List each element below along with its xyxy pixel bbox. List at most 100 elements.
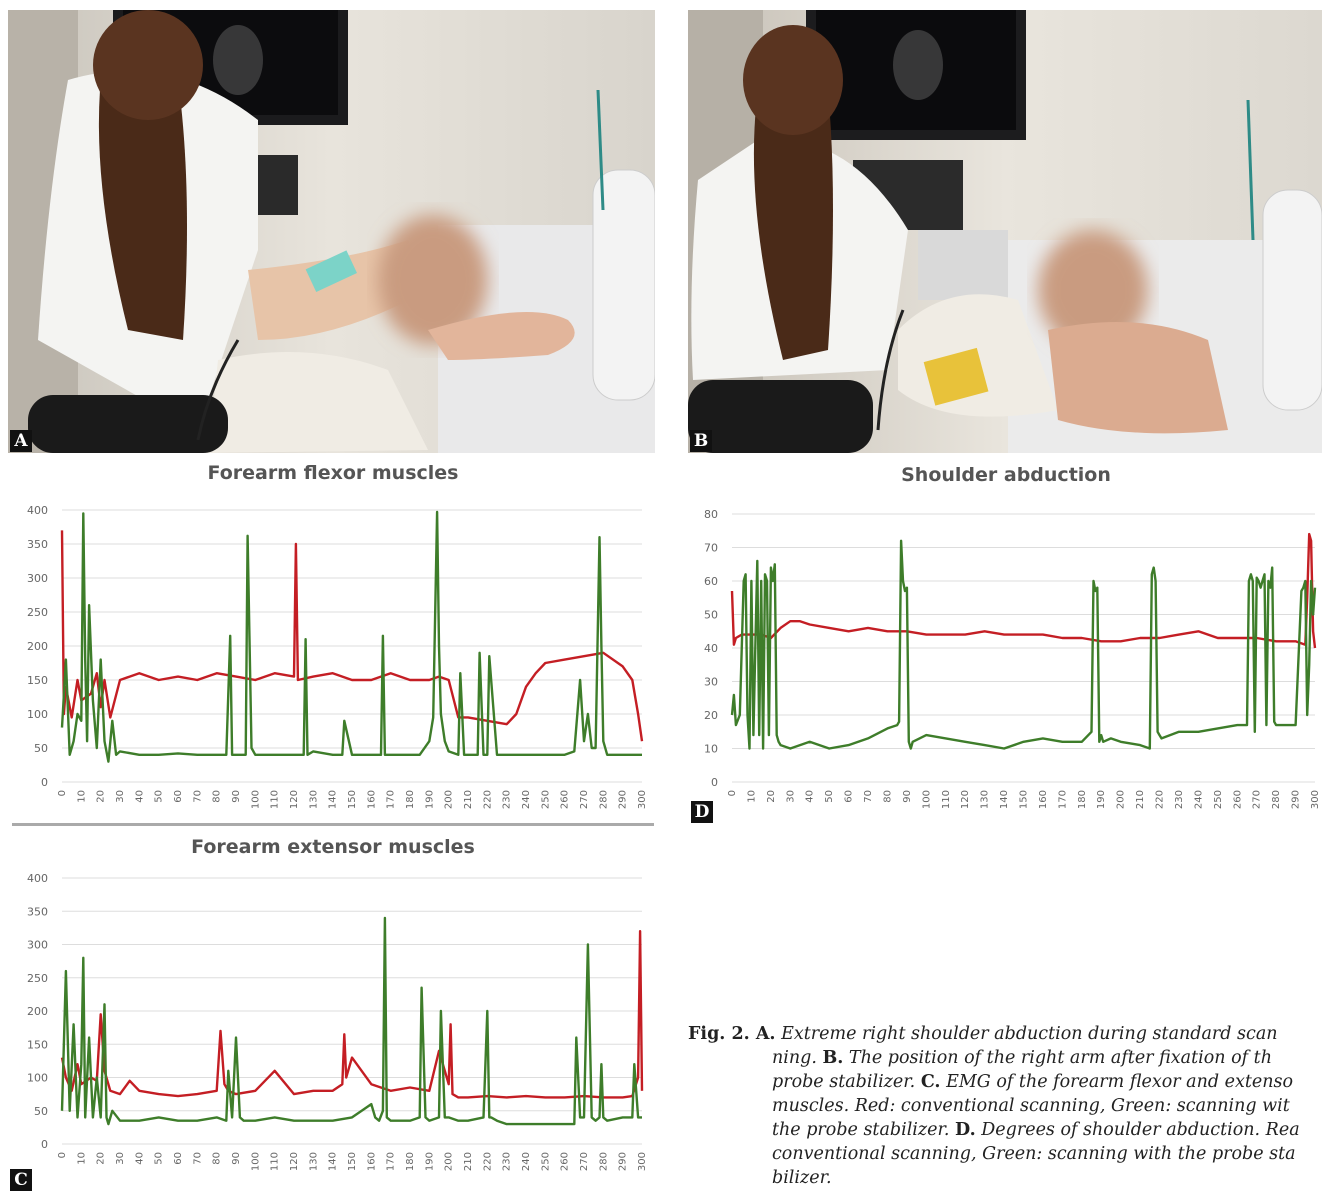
divider xyxy=(12,823,654,826)
x-tick-label: 30 xyxy=(115,1152,126,1165)
x-tick-label: 200 xyxy=(1116,790,1127,809)
chart-plot-flexor: 0 50 100 150 200 250 300 350 400 0 10 20 30 40 50 60 70 8… xyxy=(27,504,648,809)
x-tick-label: 260 xyxy=(1232,790,1243,809)
x-tick-label: 120 xyxy=(289,790,300,809)
x-tick-label: 210 xyxy=(1135,790,1146,809)
caption-text: ning. xyxy=(772,1048,823,1068)
y-tick-label: 80 xyxy=(704,508,718,521)
x-tick-label: 60 xyxy=(173,1152,184,1165)
caption-bold: C. xyxy=(920,1072,941,1092)
chart-forearm-flexor: Forearm flexor muscles 0 50 100 150 200 250 30… xyxy=(12,460,654,820)
x-tick-label: 50 xyxy=(154,790,165,803)
x-tick-label: 20 xyxy=(96,790,107,803)
y-tick-label: 400 xyxy=(27,872,48,885)
x-tick-label: 110 xyxy=(941,790,952,809)
x-tick-label: 150 xyxy=(347,790,358,809)
x-tick-label: 240 xyxy=(1193,790,1204,809)
caption-line: the probe stabilizer. D. Degrees of shou… xyxy=(688,1118,1318,1142)
x-tick-label: 30 xyxy=(115,790,126,803)
caption-text: Degrees of shoulder abduction. Rea xyxy=(975,1120,1300,1140)
photo-panel-a xyxy=(8,10,655,453)
x-tick-label: 0 xyxy=(57,1152,68,1158)
x-tick-label: 250 xyxy=(540,1152,551,1171)
photo-panel-b xyxy=(688,10,1322,453)
caption-text: Extreme right shoulder abduction during … xyxy=(775,1024,1278,1044)
x-tick-label: 280 xyxy=(598,790,609,809)
x-tick-label: 100 xyxy=(921,790,932,809)
x-tick-label: 60 xyxy=(173,790,184,803)
x-tick-label: 0 xyxy=(727,790,738,796)
series-line-conventional xyxy=(730,532,1317,649)
x-tick-label: 160 xyxy=(366,790,377,809)
caption-text: conventional scanning, Green: scanning w… xyxy=(772,1144,1296,1164)
panel-label-d: D xyxy=(691,801,713,823)
x-tick-label: 160 xyxy=(366,1152,377,1171)
caption-text: probe stabilizer. xyxy=(772,1072,921,1092)
x-tick-label: 170 xyxy=(386,1152,397,1171)
y-tick-label: 50 xyxy=(34,742,48,755)
x-tick-label: 200 xyxy=(444,790,455,809)
x-tick-label: 50 xyxy=(154,1152,165,1165)
x-tick-label: 210 xyxy=(463,790,474,809)
chart-plot-extensor: 0 50 100 150 200 250 300 350 400 0 10 20 30 40 50 60 70 8… xyxy=(27,872,648,1171)
x-tick-label: 130 xyxy=(980,790,991,809)
y-tick-label: 150 xyxy=(27,1038,48,1051)
x-tick-label: 50 xyxy=(824,790,835,803)
photo-b-illustration xyxy=(688,10,1322,453)
x-tick-label: 20 xyxy=(96,1152,107,1165)
x-tick-label: 270 xyxy=(579,1152,590,1171)
series-line-stabilizer xyxy=(60,510,642,763)
y-tick-label: 300 xyxy=(27,939,48,952)
x-tick-label: 300 xyxy=(637,1152,648,1171)
x-tick-label: 80 xyxy=(882,790,893,803)
x-tick-label: 60 xyxy=(844,790,855,803)
x-tick-label: 270 xyxy=(579,790,590,809)
x-tick-label: 90 xyxy=(231,790,242,803)
x-tick-label: 20 xyxy=(766,790,777,803)
caption-text: bilizer. xyxy=(772,1168,832,1188)
x-tick-label: 230 xyxy=(1174,790,1185,809)
chart-title: Forearm flexor muscles xyxy=(207,462,459,484)
y-tick-label: 250 xyxy=(27,972,48,985)
y-tick-label: 200 xyxy=(27,640,48,653)
y-tick-label: 50 xyxy=(34,1105,48,1118)
y-tick-label: 0 xyxy=(41,1138,48,1151)
x-tick-label: 230 xyxy=(502,790,513,809)
series-line-stabilizer xyxy=(730,539,1317,750)
x-tick-label: 140 xyxy=(328,1152,339,1171)
y-tick-label: 60 xyxy=(704,575,718,588)
chart-forearm-extensor: Forearm extensor muscles 0 50 100 150 200 250… xyxy=(12,834,654,1174)
caption-text: The position of the right arm after fixa… xyxy=(843,1048,1272,1068)
x-tick-label: 120 xyxy=(960,790,971,809)
y-tick-label: 40 xyxy=(704,642,718,655)
x-tick-label: 180 xyxy=(1077,790,1088,809)
photo-a-illustration xyxy=(8,10,655,453)
x-tick-label: 290 xyxy=(618,790,629,809)
x-tick-label: 70 xyxy=(192,790,203,803)
chart-title: Forearm extensor muscles xyxy=(191,836,475,858)
caption-line: conventional scanning, Green: scanning w… xyxy=(688,1142,1318,1166)
caption-line: Fig. 2. A. Extreme right shoulder abduct… xyxy=(688,1022,1318,1046)
y-tick-label: 350 xyxy=(27,538,48,551)
x-tick-label: 70 xyxy=(192,1152,203,1165)
x-tick-label: 110 xyxy=(270,1152,281,1171)
y-tick-label: 70 xyxy=(704,542,718,555)
x-tick-label: 290 xyxy=(618,1152,629,1171)
x-tick-label: 110 xyxy=(270,790,281,809)
y-tick-label: 50 xyxy=(704,609,718,622)
caption-text: muscles. Red: conventional scanning, Gre… xyxy=(772,1096,1290,1116)
x-tick-label: 190 xyxy=(424,1152,435,1171)
y-tick-label: 400 xyxy=(27,504,48,517)
x-tick-label: 190 xyxy=(1096,790,1107,809)
y-tick-label: 250 xyxy=(27,606,48,619)
y-tick-label: 10 xyxy=(704,743,718,756)
y-tick-label: 100 xyxy=(27,1072,48,1085)
x-tick-label: 170 xyxy=(386,790,397,809)
caption-line: bilizer. xyxy=(688,1166,1318,1190)
x-tick-label: 90 xyxy=(231,1152,242,1165)
x-tick-label: 40 xyxy=(134,1152,145,1165)
series-line-stabilizer xyxy=(60,916,642,1126)
y-tick-label: 30 xyxy=(704,676,718,689)
x-tick-label: 40 xyxy=(134,790,145,803)
x-tick-label: 230 xyxy=(502,1152,513,1171)
